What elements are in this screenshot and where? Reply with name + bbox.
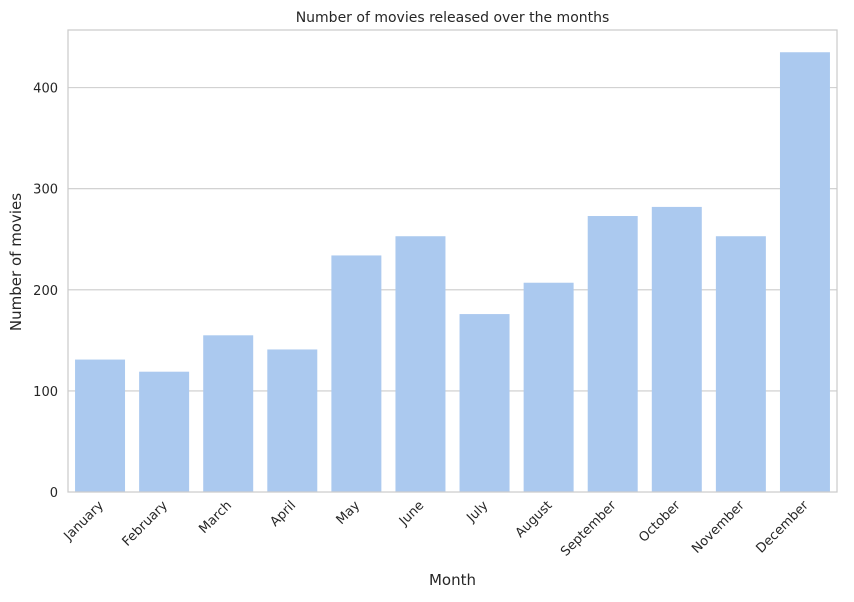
x-tick-labels: January February March April May June July Augu… (61, 498, 813, 560)
x-tick-label-october: October (636, 498, 684, 546)
bar-october (651, 206, 702, 492)
y-tick-label: 200 (33, 284, 58, 299)
y-axis-label: Number of movies (7, 193, 25, 331)
x-tick-label-june: June (396, 498, 427, 529)
bar-march (203, 335, 254, 492)
x-tick-label-april: April (267, 498, 299, 530)
bar-january (75, 359, 126, 492)
bar-april (267, 349, 318, 492)
y-tick-label: 0 (50, 486, 58, 501)
plot-frame (67, 29, 838, 493)
bar-september (587, 216, 638, 492)
x-tick-label-february: February (120, 498, 172, 550)
x-tick-label-january: January (61, 498, 107, 544)
bar-june (395, 236, 446, 492)
x-tick-label-november: November (689, 498, 748, 557)
bar-february (139, 371, 190, 492)
chart-title: Number of movies released over the month… (296, 10, 610, 26)
bar-august (523, 282, 574, 492)
x-tick-label-august: August (513, 498, 556, 541)
x-tick-label-july: July (464, 498, 492, 526)
bar-july (459, 314, 510, 492)
x-axis-label: Month (429, 571, 476, 589)
y-tick-label: 300 (33, 183, 58, 198)
bar-layer (75, 52, 830, 493)
x-tick-label-september: September (558, 498, 620, 560)
x-tick-label-december: December (754, 498, 813, 557)
bar-december (779, 52, 830, 493)
y-tick-label: 400 (33, 82, 58, 97)
x-tick-label-march: March (196, 498, 235, 537)
y-tick-labels: 0 100 200 300 400 (33, 82, 58, 501)
x-tick-label-may: May (334, 498, 364, 528)
bar-november (715, 236, 766, 492)
bar-may (331, 255, 382, 492)
y-tick-label: 100 (33, 385, 58, 400)
